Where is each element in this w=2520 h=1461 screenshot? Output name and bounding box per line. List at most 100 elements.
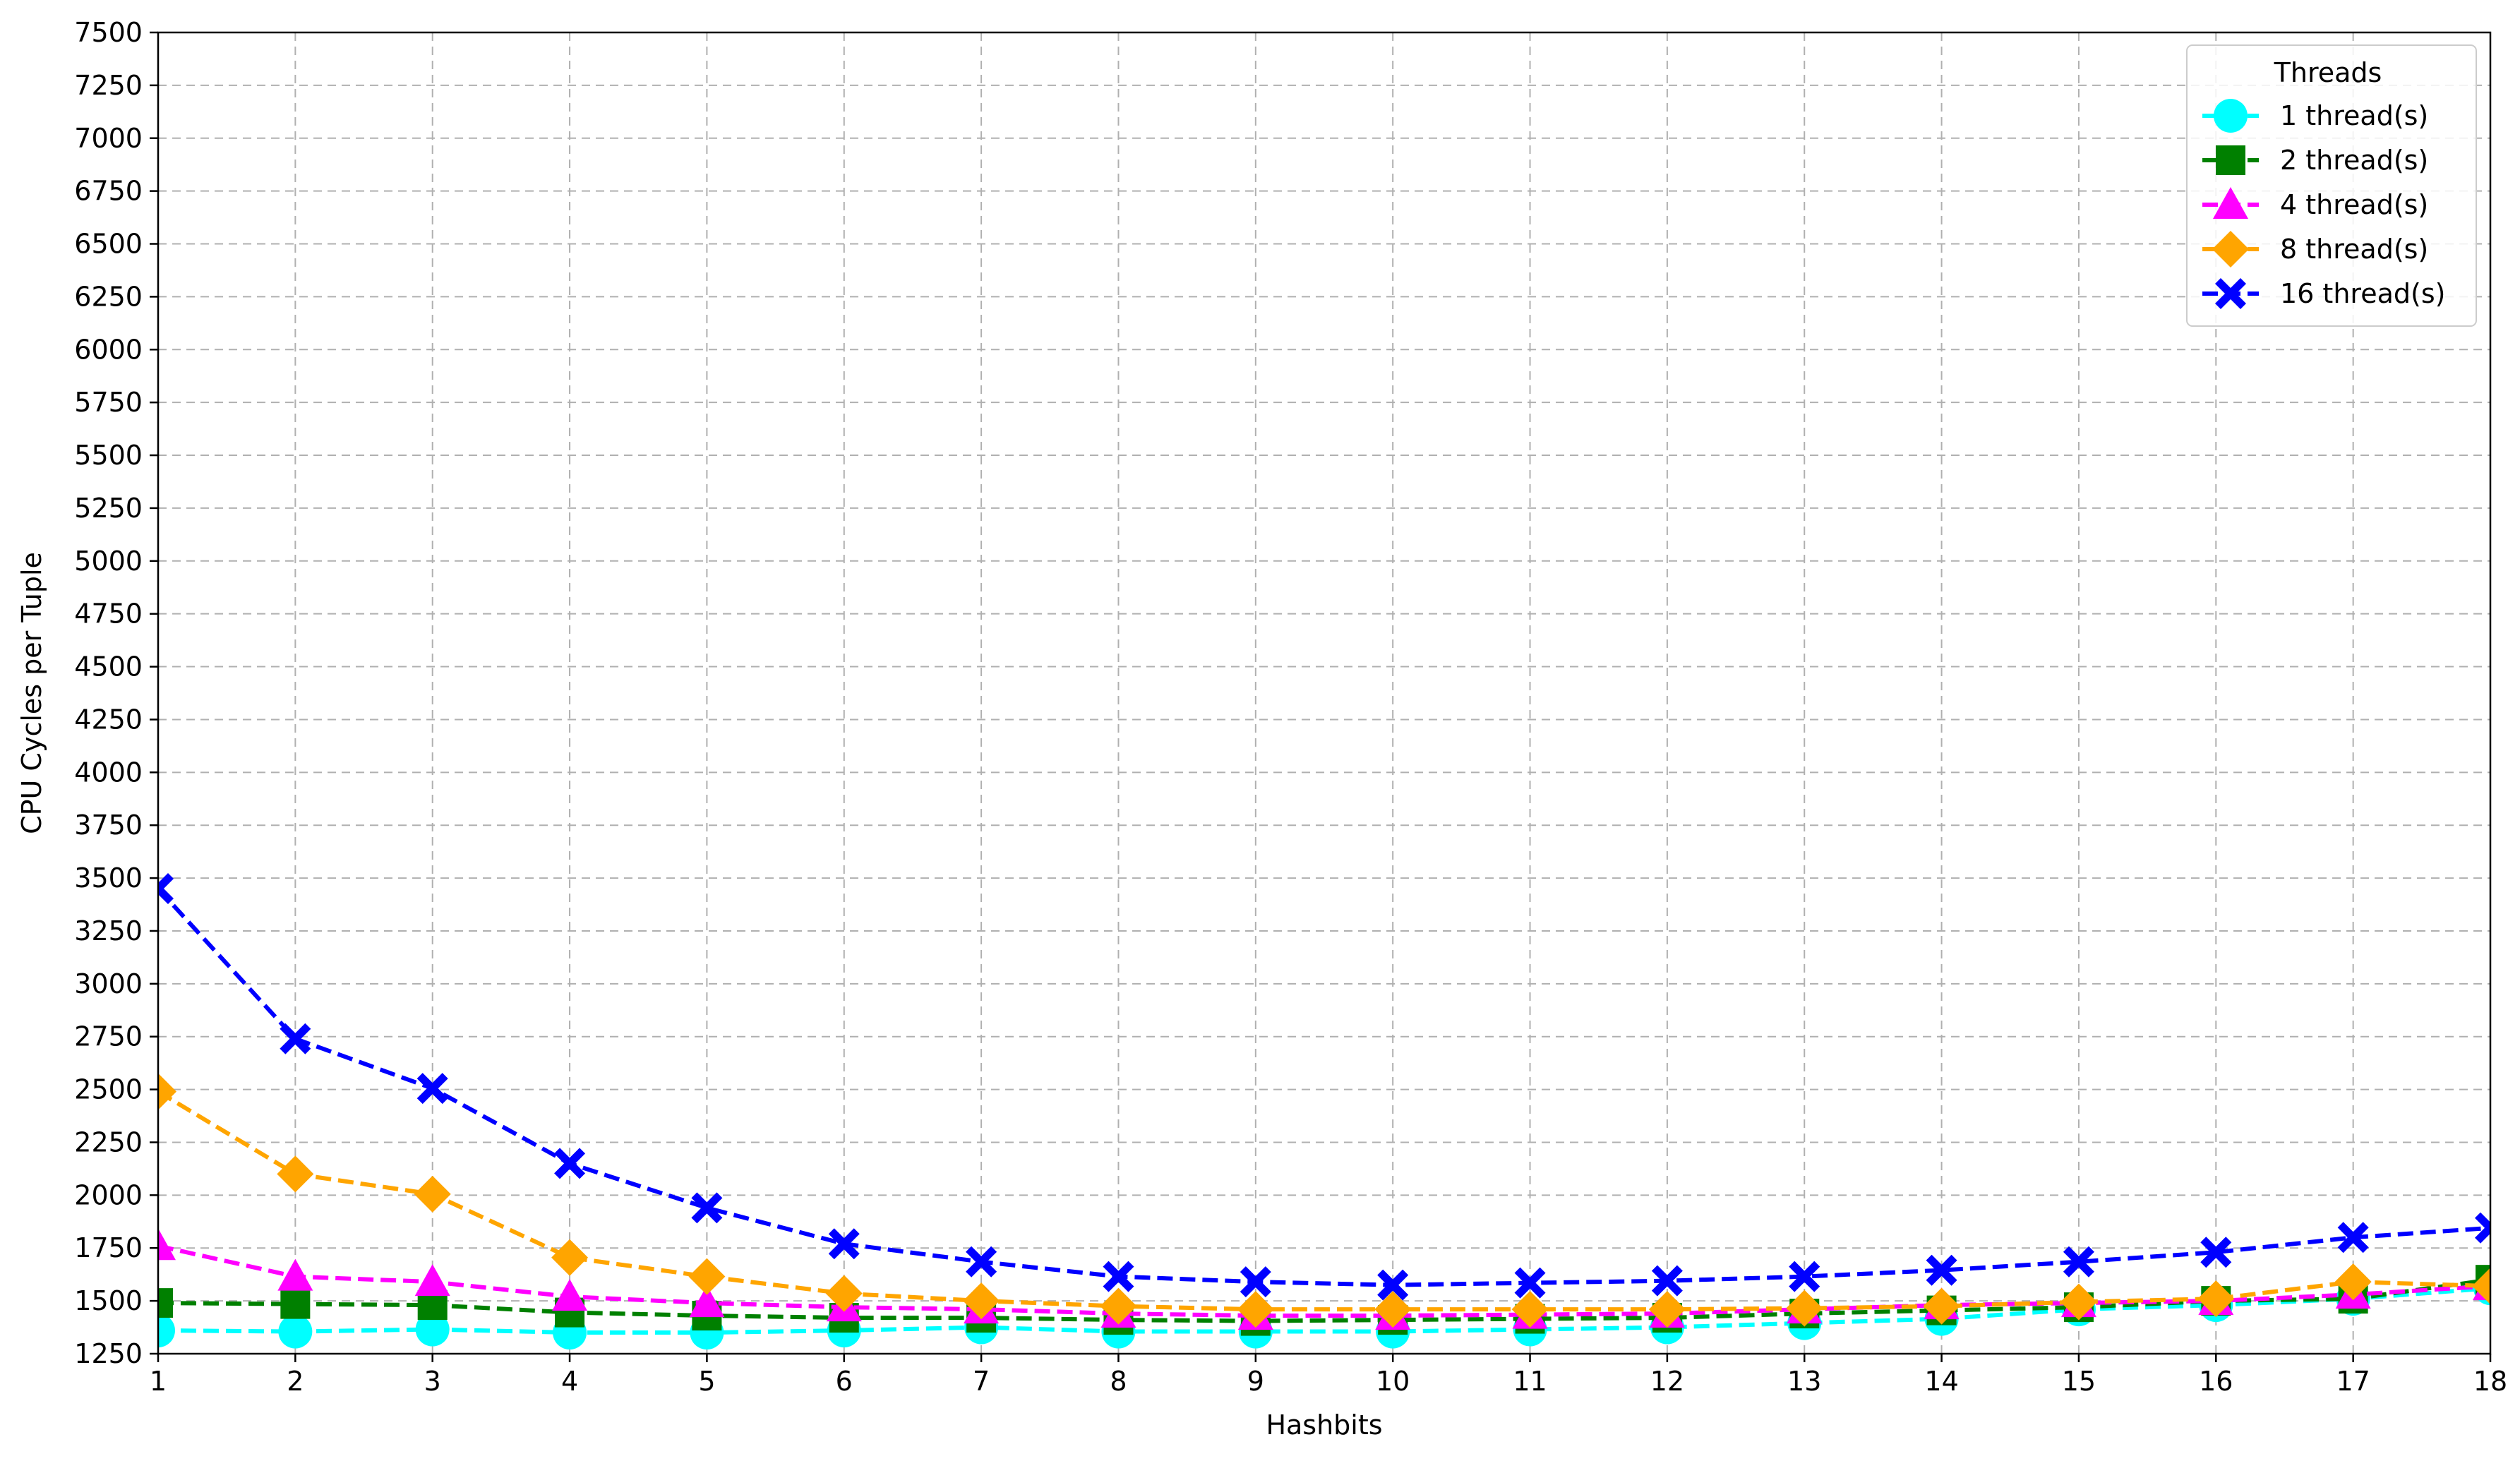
y-tick-label: 2750 xyxy=(74,1021,143,1052)
data-point xyxy=(1926,1254,1957,1286)
y-tick-label: 4500 xyxy=(74,651,143,683)
data-point xyxy=(1240,1266,1271,1298)
y-axis: 1250 1500 1750 2000 2250 2500 2750 3000 3250 3500… xyxy=(74,17,158,1369)
y-tick-label: 3250 xyxy=(74,915,143,946)
data-point xyxy=(1789,1261,1820,1292)
x-tick-label: 10 xyxy=(1376,1366,1410,1397)
data-point xyxy=(689,1285,725,1318)
y-tick-label: 2000 xyxy=(74,1179,143,1210)
data-point xyxy=(280,1289,311,1319)
series-line xyxy=(158,1244,2490,1318)
series-line xyxy=(158,1090,2490,1312)
x-tick-label: 8 xyxy=(1110,1366,1127,1397)
legend-item-2: 2 thread(s) xyxy=(2202,145,2428,176)
y-tick-label: 5000 xyxy=(74,546,143,577)
data-point xyxy=(2475,1212,2490,1244)
series-line xyxy=(158,1286,2490,1335)
x-tick-label: 4 xyxy=(561,1366,578,1397)
data-point xyxy=(415,1312,450,1347)
data-point xyxy=(414,1175,451,1213)
data-point xyxy=(277,1258,313,1291)
y-tick-label: 5500 xyxy=(74,440,143,471)
x-tick-label: 18 xyxy=(2473,1366,2507,1397)
legend-item-1: 1 thread(s) xyxy=(2202,99,2428,133)
data-point xyxy=(828,1228,860,1260)
x-tick-label: 3 xyxy=(424,1366,441,1397)
y-tick-label: 5750 xyxy=(74,387,143,418)
y-tick-label: 5250 xyxy=(74,493,143,524)
legend-box xyxy=(2186,44,2477,327)
legend-marker xyxy=(2216,145,2245,175)
series-line xyxy=(158,887,2490,1287)
series-layer xyxy=(158,873,2490,1350)
data-point xyxy=(963,1282,1000,1320)
legend-label: 8 thread(s) xyxy=(2280,234,2428,265)
y-tick-label: 2500 xyxy=(74,1074,143,1105)
data-point xyxy=(1237,1291,1274,1328)
y-tick-label: 7250 xyxy=(74,70,143,101)
plot-frame xyxy=(157,31,2492,1355)
legend-title: Threads xyxy=(2274,57,2382,88)
data-point xyxy=(551,1239,589,1276)
data-point xyxy=(1103,1261,1134,1292)
y-axis-label: CPU Cycles per Tuple xyxy=(16,552,47,834)
legend-marker xyxy=(2213,187,2248,219)
legend-label: 1 thread(s) xyxy=(2280,100,2428,131)
data-point xyxy=(1511,1291,1549,1328)
data-point xyxy=(2337,1222,2369,1253)
x-tick-label: 14 xyxy=(1924,1366,1958,1397)
x-tick-label: 9 xyxy=(1247,1366,1264,1397)
y-tick-label: 6750 xyxy=(74,176,143,207)
data-point xyxy=(688,1258,726,1295)
y-tick-label: 1250 xyxy=(74,1338,143,1369)
data-point xyxy=(158,1288,173,1318)
data-point xyxy=(2472,1268,2490,1305)
legend-label: 2 thread(s) xyxy=(2280,145,2428,176)
x-tick-label: 15 xyxy=(2062,1366,2096,1397)
data-point xyxy=(158,1313,175,1348)
y-tick-label: 1750 xyxy=(74,1232,143,1263)
data-point xyxy=(280,1023,311,1054)
data-point xyxy=(2063,1246,2094,1277)
x-tick-label: 2 xyxy=(287,1366,304,1397)
y-tick-label: 4250 xyxy=(74,704,143,735)
data-point xyxy=(2197,1280,2235,1318)
x-tick-label: 12 xyxy=(1650,1366,1684,1397)
x-tick-label: 11 xyxy=(1513,1366,1547,1397)
y-tick-label: 6250 xyxy=(74,281,143,312)
y-tick-label: 4750 xyxy=(74,599,143,630)
data-point xyxy=(2334,1263,2372,1301)
y-tick-label: 4000 xyxy=(74,757,143,788)
legend-label: 16 thread(s) xyxy=(2280,278,2445,309)
data-point xyxy=(158,1073,176,1110)
data-point xyxy=(414,1264,450,1297)
legend-item-5: 16 thread(s) xyxy=(2202,278,2445,309)
data-point xyxy=(825,1275,863,1312)
legend-marker xyxy=(2215,278,2246,309)
data-point xyxy=(277,1155,314,1193)
legend-marker xyxy=(2212,231,2249,267)
series-line xyxy=(158,1277,2490,1323)
y-tick-label: 2250 xyxy=(74,1126,143,1158)
data-point xyxy=(1651,1265,1683,1297)
y-tick-label: 3000 xyxy=(74,968,143,999)
x-tick-label: 13 xyxy=(1787,1366,1821,1397)
data-point xyxy=(2060,1283,2097,1321)
x-tick-label: 6 xyxy=(836,1366,853,1397)
data-point xyxy=(554,1148,586,1179)
x-tick-label: 17 xyxy=(2336,1366,2370,1397)
data-point xyxy=(2200,1237,2232,1268)
x-tick-label: 1 xyxy=(150,1366,167,1397)
y-tick-label: 7500 xyxy=(74,17,143,48)
x-tick-label: 7 xyxy=(973,1366,990,1397)
legend-item-4: 8 thread(s) xyxy=(2202,231,2428,267)
x-tick-label: 16 xyxy=(2199,1366,2233,1397)
data-point xyxy=(1514,1267,1546,1299)
x-axis: 1 2 3 4 5 6 7 8 9 10 11 12 13 14 15 16 17 18 xyxy=(150,1354,2507,1397)
legend-marker xyxy=(2214,99,2248,133)
data-point xyxy=(552,1279,588,1311)
data-point xyxy=(1648,1291,1686,1328)
x-tick-label: 5 xyxy=(698,1366,715,1397)
